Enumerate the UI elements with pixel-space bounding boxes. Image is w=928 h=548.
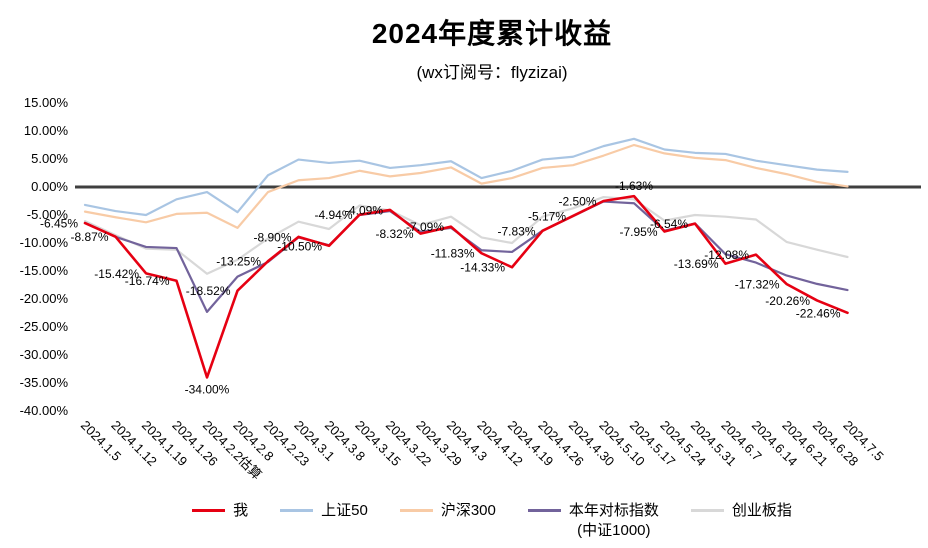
data-label: -8.87% xyxy=(70,230,108,244)
data-label: -16.74% xyxy=(125,274,170,288)
y-axis-tick-label: -35.00% xyxy=(20,375,69,390)
data-label: -2.50% xyxy=(558,195,596,209)
data-label: -34.00% xyxy=(185,382,230,396)
data-label: -15.42% xyxy=(94,267,139,281)
series-line-sse50 xyxy=(83,137,849,217)
legend-label-csi1000: 本年对标指数 (中证1000) xyxy=(569,501,659,540)
data-label: -22.46% xyxy=(796,306,841,320)
data-label: -8.90% xyxy=(253,230,291,244)
data-label: -6.54% xyxy=(650,217,688,231)
legend-swatch-csi1000 xyxy=(527,509,561,512)
data-label: -6.45% xyxy=(40,217,78,231)
chart-legend: 我 上证50 沪深300 本年对标指数 (中证1000) 创业板指 xyxy=(64,501,920,540)
y-axis-tick-label: -30.00% xyxy=(20,347,69,362)
series-line-me xyxy=(83,194,849,379)
data-label: -11.83% xyxy=(431,247,475,261)
data-label: -1.63% xyxy=(615,179,653,193)
legend-item-chinext: 创业板指 xyxy=(690,501,792,521)
data-label: -20.26% xyxy=(765,294,810,308)
data-label: -4.09% xyxy=(345,203,383,217)
data-label: -13.25% xyxy=(216,255,261,269)
data-label: -7.09% xyxy=(406,220,444,234)
legend-label-me: 我 xyxy=(233,501,248,521)
data-label: -7.83% xyxy=(497,224,535,238)
data-label: -10.50% xyxy=(277,239,322,253)
legend-item-me: 我 xyxy=(192,501,248,521)
y-axis-tick-label: -10.00% xyxy=(20,235,69,250)
y-axis-tick-label: -5.00% xyxy=(27,207,69,222)
series-line-chinext xyxy=(83,195,849,275)
y-axis-tick-label: -15.00% xyxy=(20,263,69,278)
data-label: -14.33% xyxy=(460,261,505,275)
legend-swatch-csi300 xyxy=(399,509,433,512)
legend-label-csi300: 沪深300 xyxy=(441,501,496,521)
legend-label-sse50: 上证50 xyxy=(321,501,368,521)
legend-item-sse50: 上证50 xyxy=(280,501,368,521)
data-label: -12.08% xyxy=(704,248,749,262)
legend-label-line1: 我 xyxy=(233,502,249,519)
y-axis-tick-label: -25.00% xyxy=(20,319,69,334)
y-axis-tick-label: -20.00% xyxy=(20,291,69,306)
legend-item-csi1000: 本年对标指数 (中证1000) xyxy=(527,501,659,540)
legend-label-line1: 创业板指 xyxy=(731,502,792,519)
data-label: -17.32% xyxy=(735,277,780,291)
y-axis-tick-label: 5.00% xyxy=(31,151,68,166)
y-axis-tick-label: 10.00% xyxy=(24,123,69,138)
legend-swatch-sse50 xyxy=(280,509,314,512)
data-label: -8.32% xyxy=(375,227,413,241)
y-axis-tick-label: -40.00% xyxy=(20,403,69,418)
series-line-csi300 xyxy=(83,143,849,229)
data-label: -7.95% xyxy=(619,225,657,239)
data-label: -4.94% xyxy=(314,208,352,222)
legend-label-line1: 上证50 xyxy=(321,502,368,519)
legend-label-line1: 本年对标指数 xyxy=(568,502,659,519)
y-axis-tick-label: 0.00% xyxy=(31,179,68,194)
chart-title: 2024年度累计收益 xyxy=(371,18,613,49)
data-label: -18.52% xyxy=(186,284,231,298)
legend-label-line1: 沪深300 xyxy=(440,502,496,519)
legend-label-line2: (中证1000) xyxy=(577,521,651,539)
y-axis-tick-label: 15.00% xyxy=(24,95,69,110)
legend-swatch-me xyxy=(192,509,226,512)
legend-label-chinext: 创业板指 xyxy=(732,501,792,521)
chart-subtitle: (wx订阅号：flyzizai) xyxy=(416,63,568,82)
data-label: -5.17% xyxy=(528,209,566,223)
legend-item-csi300: 沪深300 xyxy=(399,501,496,521)
data-label: -13.69% xyxy=(674,257,719,271)
legend-swatch-chinext xyxy=(690,509,724,512)
